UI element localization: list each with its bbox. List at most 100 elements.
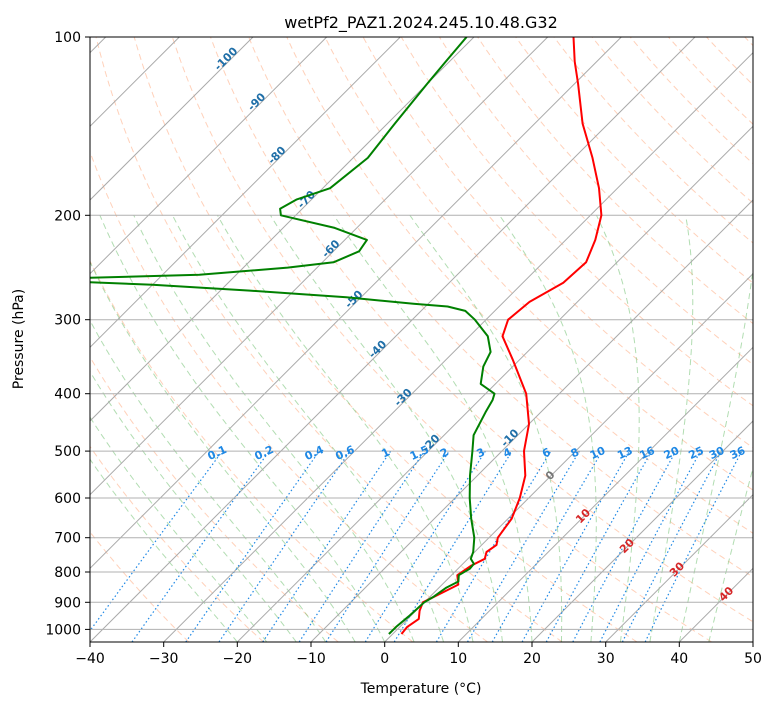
mixing-ratio-line	[131, 450, 270, 642]
moist-adiabat-line	[596, 215, 640, 642]
mixing-ratio-line	[545, 450, 653, 642]
y-axis-title: Pressure (hPa)	[11, 289, 27, 389]
mixing-ratio-label: 25	[687, 444, 706, 462]
isotherm-label: -40	[366, 338, 389, 361]
isotherm-line	[90, 37, 254, 201]
dry-adiabat-line	[553, 37, 753, 244]
y-tick-label: 600	[54, 491, 81, 507]
x-tick-label: 30	[597, 651, 615, 667]
moist-adiabat-line	[333, 215, 533, 642]
plot-area: 0.1 0.2 0.4 0.6 1 1.5 2 3 4 6 8 10 13 16 20 25 30 36-100-…	[90, 37, 753, 642]
y-tick-label: 500	[54, 444, 81, 460]
isotherm-label: -100	[212, 44, 241, 73]
isotherm-line	[90, 37, 401, 349]
mixing-ratio-label: 3	[475, 446, 487, 461]
isotherm-line	[310, 199, 753, 642]
x-tick-label: −10	[296, 651, 326, 667]
y-tick-label: 200	[54, 208, 81, 224]
x-tick-label: −30	[149, 651, 179, 667]
mixing-ratio-line	[185, 450, 320, 642]
moist-adiabat-line	[172, 215, 445, 642]
mixing-ratio-line	[364, 450, 486, 642]
x-tick-label: 10	[449, 651, 467, 667]
mixing-ratio-label: 30	[707, 444, 727, 462]
isotherm-lines	[90, 37, 753, 642]
mixing-ratio-line	[644, 450, 743, 642]
moist-adiabat-line	[90, 416, 268, 642]
x-tick-label: 40	[670, 651, 688, 667]
moist-adiabat-line	[99, 215, 386, 642]
isotherm-line	[90, 37, 549, 496]
isotherm-line	[90, 37, 622, 570]
mixing-ratio-label: 0.4	[303, 443, 326, 463]
isotherm-line	[236, 125, 753, 642]
isotherm-label: -90	[245, 90, 268, 113]
moist-adiabat-line	[708, 466, 753, 642]
isotherm-label: -10	[498, 426, 521, 449]
y-tick-label: 300	[54, 313, 81, 329]
mixing-ratio-label: 36	[728, 444, 748, 462]
dewpoint-profile-line	[90, 37, 496, 635]
dry-adiabat-line	[286, 37, 753, 534]
plot-frame	[89, 36, 754, 643]
mixing-ratio-label: 13	[615, 444, 634, 462]
mixing-ratio-line	[90, 450, 223, 632]
dry-adiabat-line	[90, 150, 488, 642]
isotherm-line	[531, 420, 753, 642]
dry-adiabat-line	[706, 37, 753, 86]
profiles	[90, 37, 603, 635]
mixing-ratio-label: 16	[638, 444, 658, 462]
moist-adiabat-line	[90, 319, 327, 642]
mixing-ratio-label: 0.1	[206, 443, 229, 463]
moist-adiabats	[90, 215, 753, 642]
moist-adiabat-line	[90, 458, 238, 642]
dry-adiabats	[90, 37, 753, 642]
mixing-ratio-line	[572, 450, 677, 642]
mixing-ratio-label: 2	[438, 446, 450, 461]
dry-adiabat-line	[133, 37, 638, 642]
mixing-ratio-label: 6	[540, 445, 553, 460]
isotherm-line	[457, 346, 753, 642]
dry-adiabat-line	[744, 37, 753, 47]
moist-adiabat-line	[270, 215, 503, 642]
mixing-ratio-line	[599, 450, 702, 642]
dry-adiabat-line	[171, 37, 712, 642]
pressure-gridlines	[90, 37, 753, 630]
mixing-ratio-line	[325, 450, 450, 642]
moist-adiabat-label: 10	[573, 506, 593, 526]
dry-adiabat-line	[90, 356, 339, 642]
x-tick-label: 50	[744, 651, 762, 667]
moist-adiabat-line	[409, 215, 563, 642]
dry-adiabat-line	[668, 37, 753, 125]
dry-adiabat-line	[95, 37, 563, 642]
x-tick-label: −20	[223, 651, 253, 667]
isotherm-line	[605, 493, 753, 642]
temperature-profile-line	[400, 37, 603, 635]
isotherm-line	[163, 51, 753, 642]
y-tick-label: 100	[54, 30, 81, 46]
y-tick-label: 400	[54, 387, 81, 403]
isotherm-line	[90, 37, 696, 642]
dry-adiabat-line	[90, 259, 414, 642]
moist-adiabat-line	[90, 260, 356, 642]
moist-adiabat-label: 40	[716, 584, 736, 604]
isotherm-line	[384, 272, 753, 642]
mixing-ratio-line	[521, 450, 631, 642]
dry-adiabat-line	[591, 37, 753, 204]
x-axis-title: Temperature (°C)	[360, 681, 482, 697]
dry-adiabat-line	[248, 37, 753, 578]
dry-adiabat-line	[515, 37, 753, 284]
chart-title: wetPf2_PAZ1.2024.245.10.48.G32	[284, 13, 558, 33]
mixing-ratio-line	[218, 450, 351, 642]
dry-adiabat-line	[90, 445, 264, 642]
y-axis: 100 200 300 400 500 600 700 800 900 1000	[45, 30, 90, 638]
isotherm-label: -60	[319, 237, 342, 260]
y-tick-label: 900	[54, 595, 81, 611]
isotherm-label: -80	[265, 144, 288, 167]
isotherm-line	[752, 641, 753, 642]
isotherm-line	[90, 37, 475, 422]
mixing-ratio-label: 10	[588, 444, 608, 462]
y-tick-label: 800	[54, 565, 81, 581]
x-tick-label: 20	[523, 651, 541, 667]
